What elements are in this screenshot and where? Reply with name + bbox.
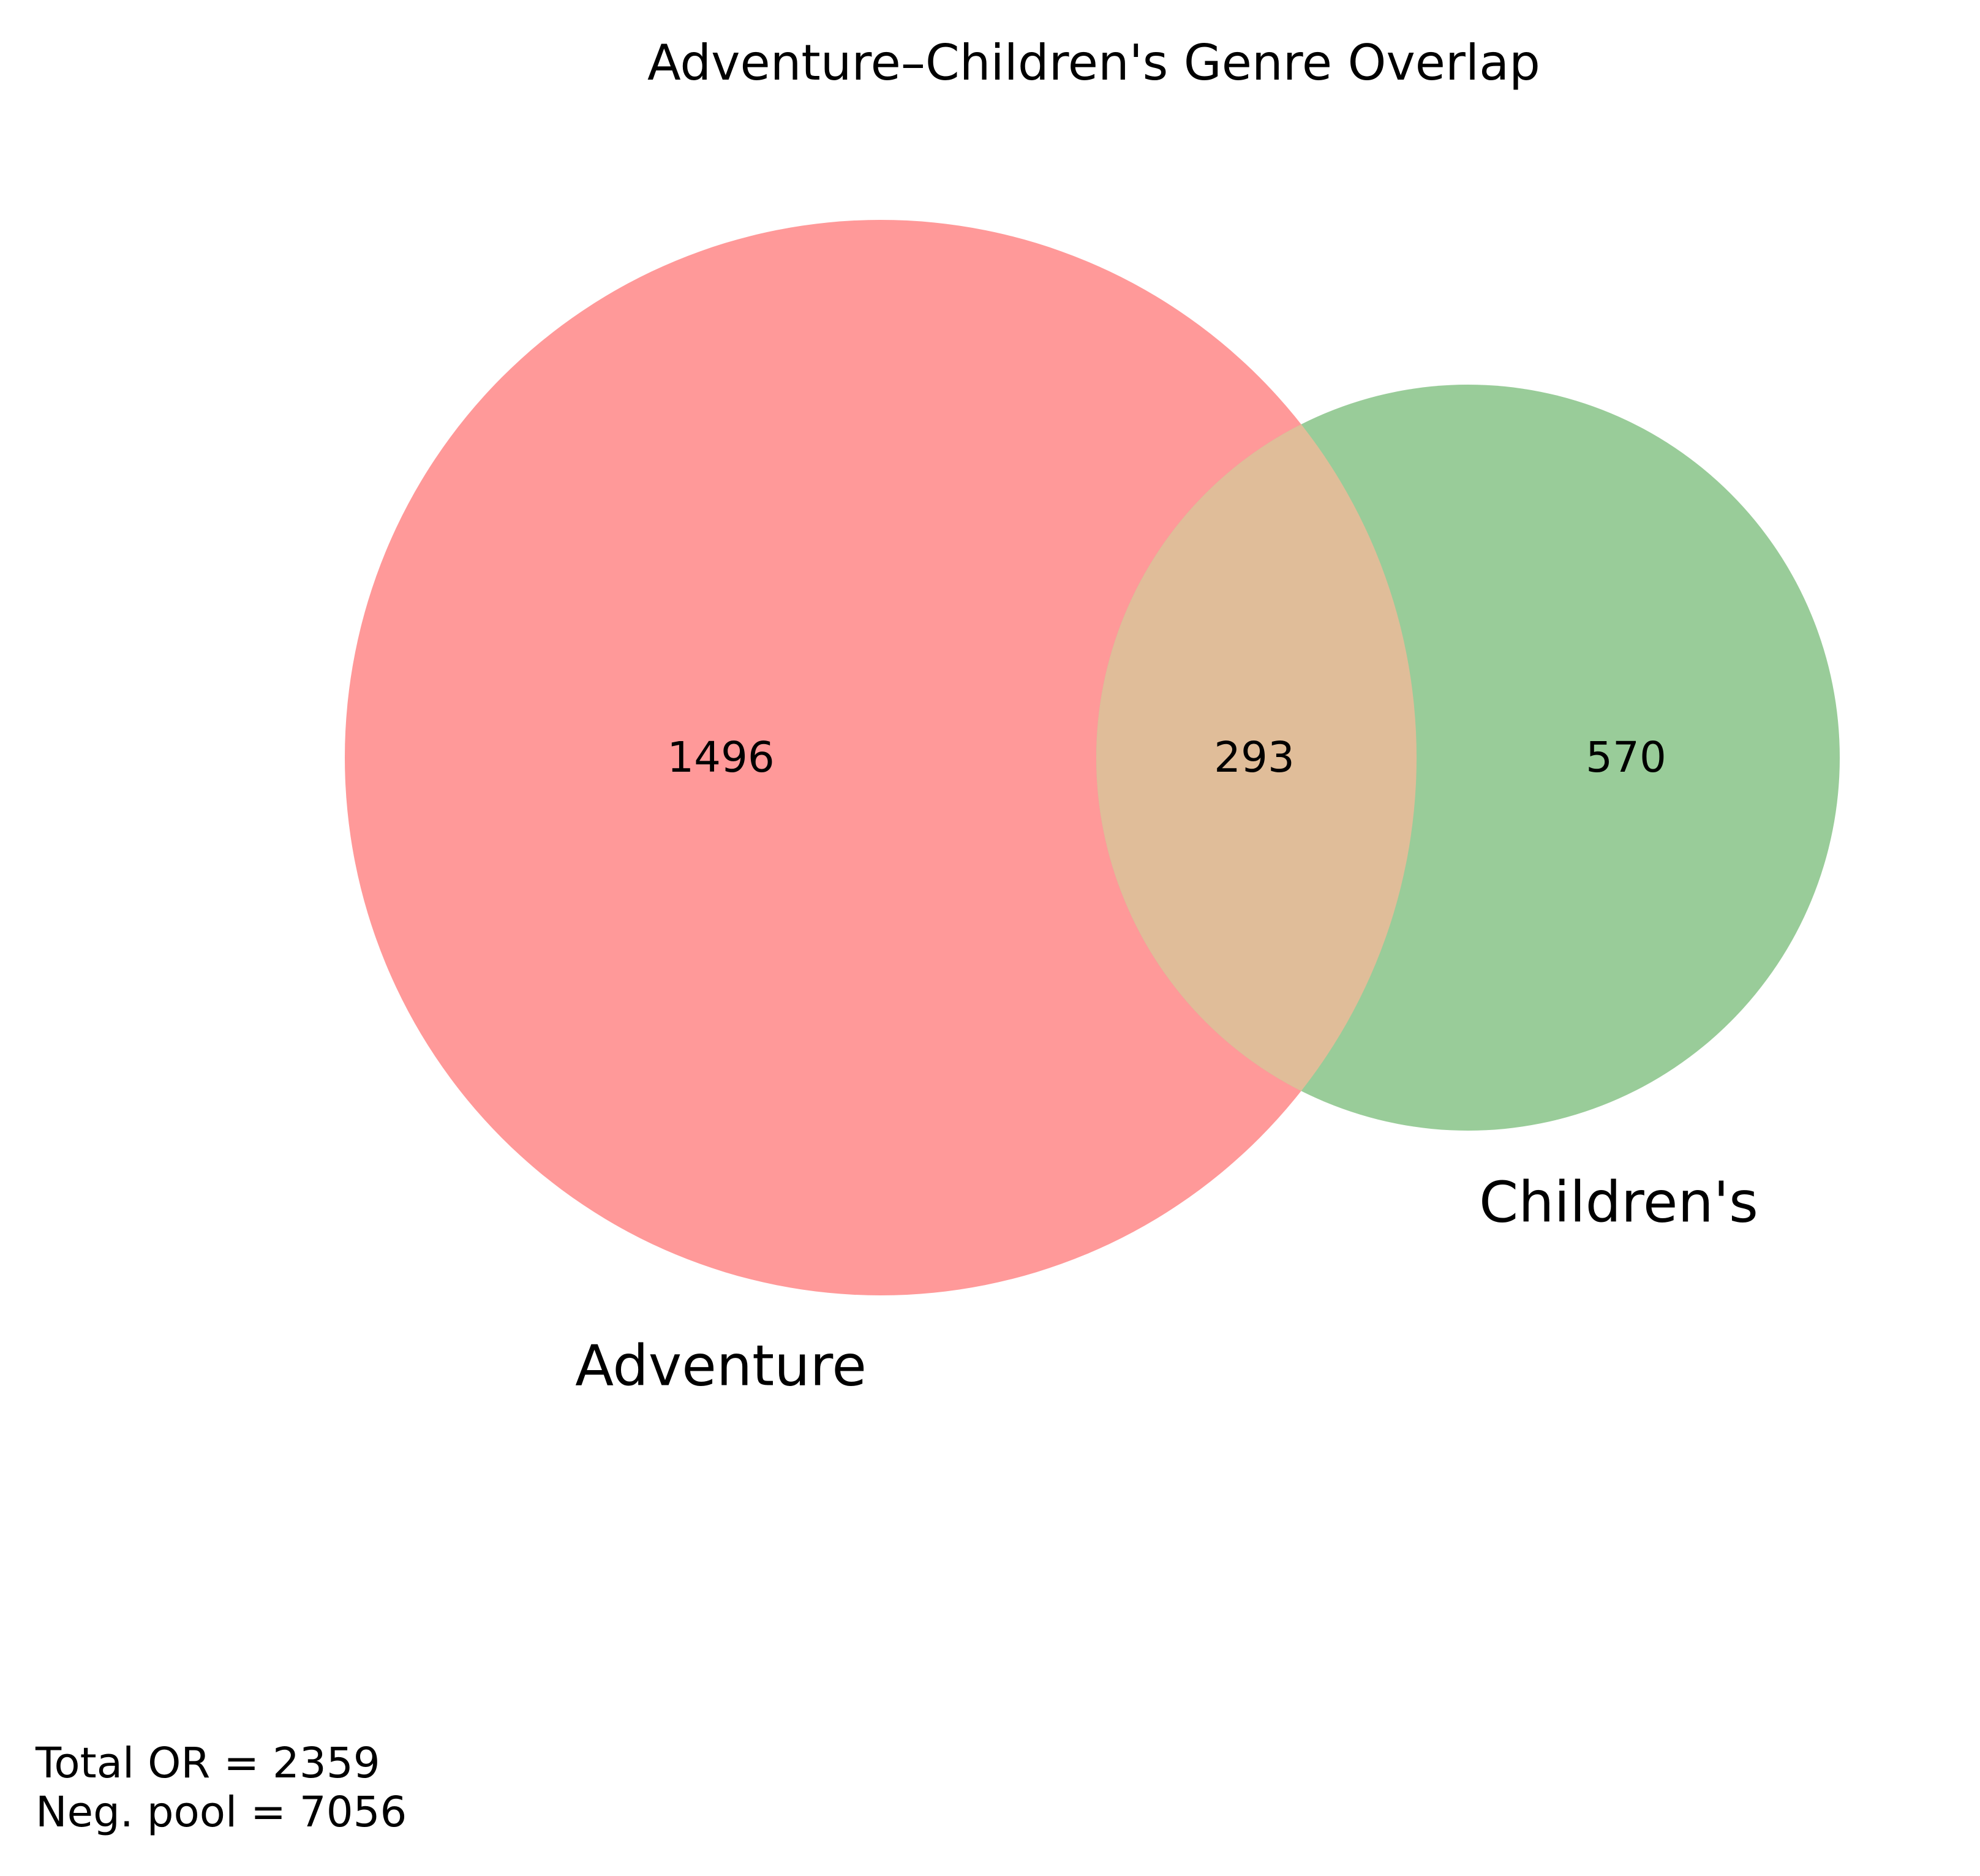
adventure-label: Adventure: [575, 1333, 867, 1399]
neg-pool-note: Neg. pool = 7056: [36, 1788, 407, 1837]
childrens-only-count: 570: [1586, 733, 1666, 782]
adventure-only-count: 1496: [667, 733, 775, 782]
chart-title: Adventure–Children's Genre Overlap: [647, 34, 1540, 91]
adventure-circle: [345, 220, 1417, 1295]
total-or-note: Total OR = 2359: [36, 1739, 380, 1788]
intersection-region: [1096, 385, 1417, 1131]
childrens-label: Children's: [1479, 1170, 1758, 1235]
intersection-count: 293: [1214, 733, 1295, 782]
